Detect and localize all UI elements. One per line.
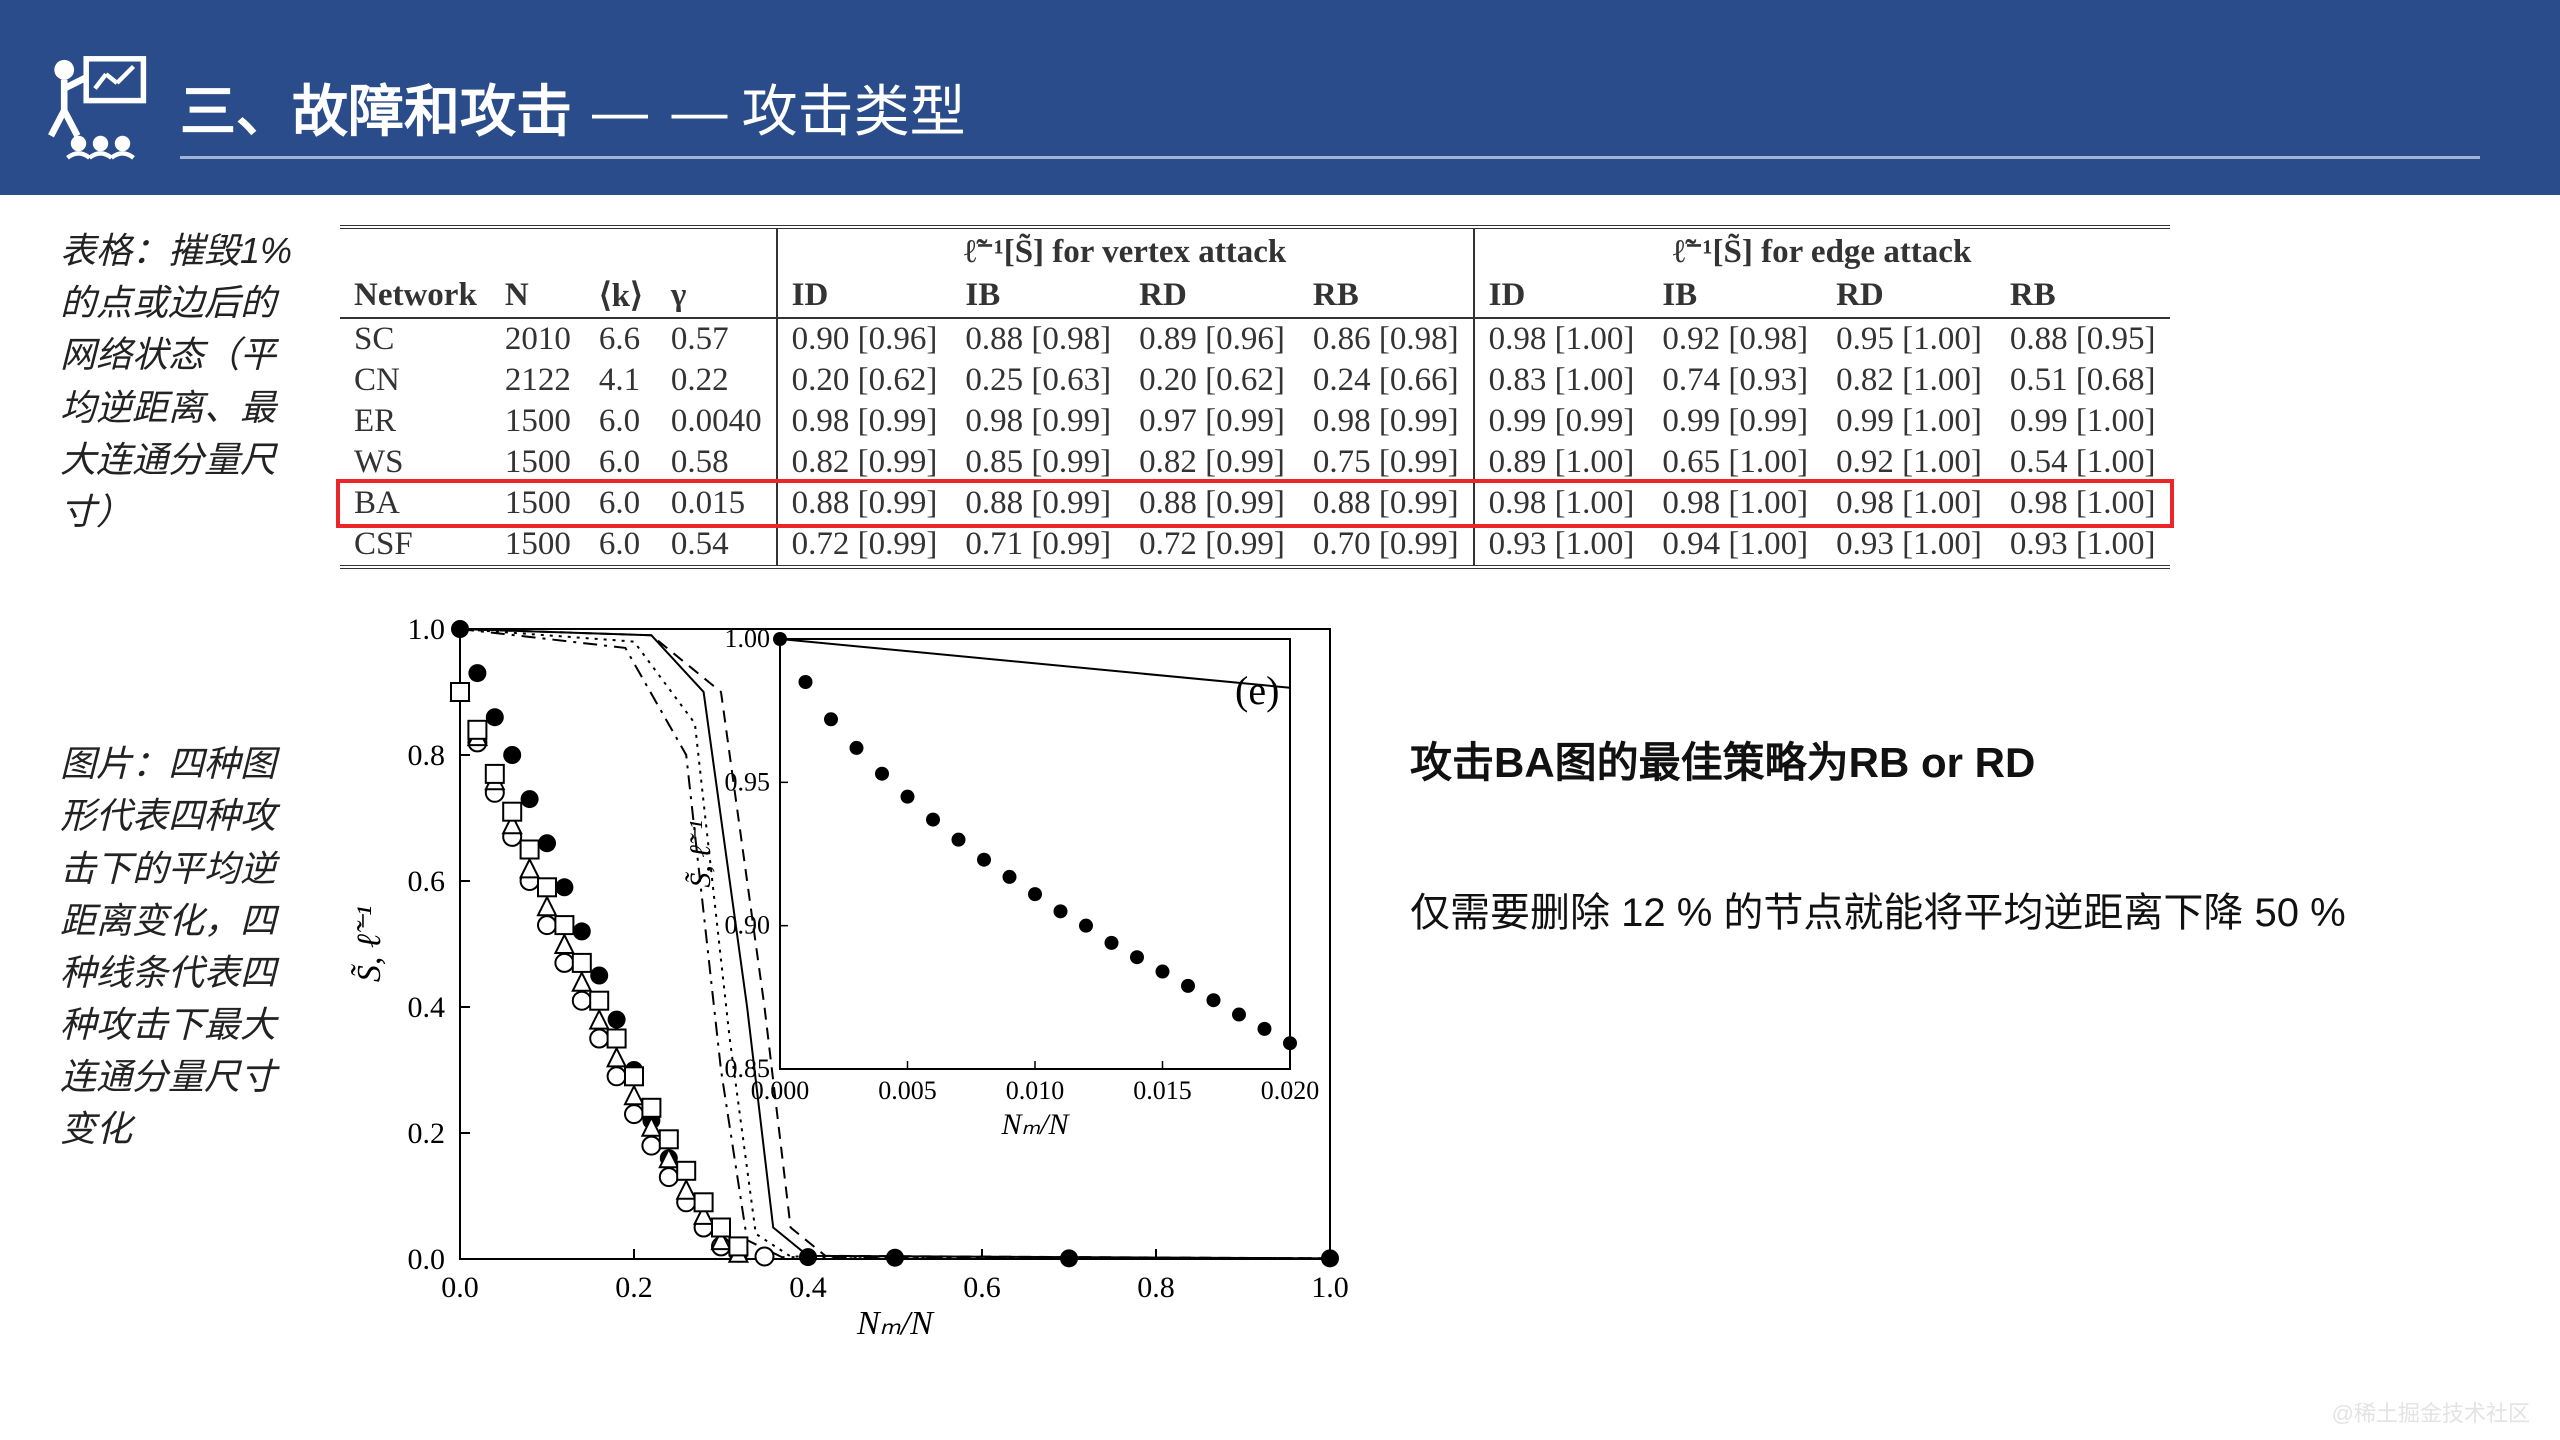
- attack-chart: 0.0 0.2 0.4 0.6 0.8 1.0 0.0 0.2 0.4 0.6 0.8 1.0 Nₘ/N…: [340, 609, 1350, 1349]
- svg-text:0.020: 0.020: [1261, 1076, 1320, 1105]
- table-caption: 表格：摧毁1%的点或边后的网络状态（平均逆距离、最大连通分量尺寸）: [60, 225, 310, 538]
- title-main: 三、故障和攻击: [180, 67, 572, 148]
- svg-text:0.4: 0.4: [408, 991, 446, 1024]
- summary-text: 攻击BA图的最佳策略为RB or RD 仅需要删除 12 % 的节点就能将平均逆…: [1410, 609, 2510, 1349]
- svg-text:0.8: 0.8: [408, 739, 446, 772]
- table-row: SC20106.60.570.90 [0.96]0.88 [0.98]0.89 …: [340, 318, 2170, 360]
- svg-text:0.0: 0.0: [441, 1271, 479, 1304]
- summary-normal: 仅需要删除 12 % 的节点就能将平均逆距离下降 50 %: [1410, 880, 2510, 938]
- table-row: BA15006.00.0150.88 [0.99]0.88 [0.99]0.88…: [340, 483, 2170, 524]
- svg-text:0.015: 0.015: [1133, 1076, 1192, 1105]
- svg-text:1.0: 1.0: [1311, 1271, 1349, 1304]
- svg-text:0.8: 0.8: [1137, 1271, 1175, 1304]
- slide-body: 表格：摧毁1%的点或边后的网络状态（平均逆距离、最大连通分量尺寸） 图片：四种图…: [0, 195, 2560, 1349]
- table-row: CN21224.10.220.20 [0.62]0.25 [0.63]0.20 …: [340, 360, 2170, 401]
- svg-text:S̃, ℓ̃⁻¹: S̃, ℓ̃⁻¹: [350, 906, 388, 982]
- table-row: WS15006.00.580.82 [0.99]0.85 [0.99]0.82 …: [340, 442, 2170, 483]
- left-caption-column: 表格：摧毁1%的点或边后的网络状态（平均逆距离、最大连通分量尺寸） 图片：四种图…: [60, 225, 310, 1349]
- svg-text:0.0: 0.0: [408, 1243, 446, 1276]
- svg-text:Nₘ/N: Nₘ/N: [856, 1305, 935, 1342]
- watermark: @稀土掘金技术社区: [2332, 1396, 2530, 1428]
- svg-text:0.95: 0.95: [725, 767, 771, 796]
- svg-text:0.2: 0.2: [615, 1271, 653, 1304]
- summary-bold: 攻击BA图的最佳策略为RB or RD: [1410, 729, 2510, 790]
- svg-text:0.4: 0.4: [789, 1271, 827, 1304]
- network-table: ℓ̃⁻¹[S̃] for vertex attackℓ̃⁻¹[S̃] for e…: [340, 225, 2170, 569]
- svg-text:S̃, ℓ̃⁻¹: S̃, ℓ̃⁻¹: [684, 820, 717, 887]
- slide-title: 三、故障和攻击 — — 攻击类型: [180, 67, 2480, 159]
- svg-text:0.90: 0.90: [725, 911, 771, 940]
- svg-text:(e): (e): [1235, 668, 1279, 713]
- svg-text:0.2: 0.2: [408, 1117, 446, 1150]
- svg-text:0.6: 0.6: [408, 865, 446, 898]
- table-row: ER15006.00.00400.98 [0.99]0.98 [0.99]0.9…: [340, 401, 2170, 442]
- title-sub: 攻击类型: [742, 67, 966, 148]
- svg-text:1.0: 1.0: [408, 613, 446, 646]
- presentation-icon: [40, 50, 150, 165]
- svg-text:0.010: 0.010: [1006, 1076, 1065, 1105]
- slide-header: 三、故障和攻击 — — 攻击类型: [0, 0, 2560, 195]
- svg-text:0.005: 0.005: [878, 1076, 937, 1105]
- svg-text:Nₘ/N: Nₘ/N: [1000, 1108, 1070, 1141]
- figure-caption: 图片：四种图形代表四种攻击下的平均逆距离变化，四种线条代表四种攻击下最大连通分量…: [60, 738, 310, 1156]
- title-separator: — —: [592, 79, 732, 144]
- table-row: CSF15006.00.540.72 [0.99]0.71 [0.99]0.72…: [340, 524, 2170, 567]
- svg-text:0.6: 0.6: [963, 1271, 1001, 1304]
- svg-text:0.85: 0.85: [725, 1054, 771, 1083]
- svg-text:1.00: 1.00: [725, 624, 771, 653]
